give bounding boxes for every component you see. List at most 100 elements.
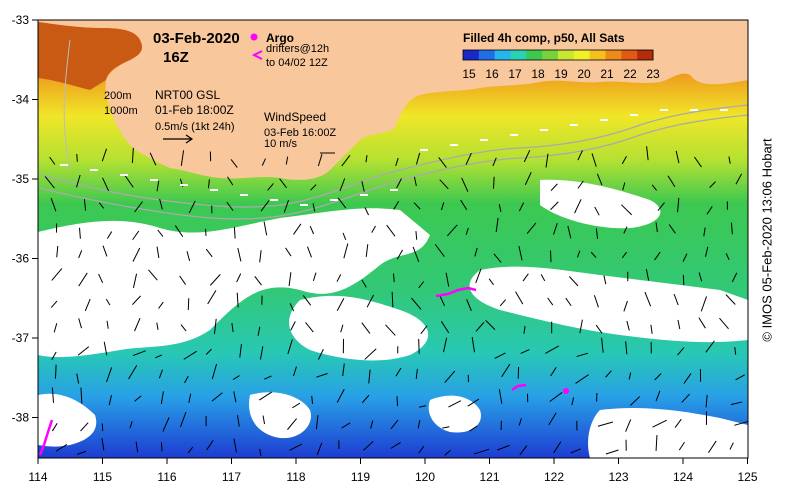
vector-arrow <box>259 346 264 360</box>
vector-arrow <box>233 391 237 403</box>
vector-arrow <box>418 281 425 289</box>
lon-tick-label: 118 <box>286 470 305 484</box>
vector-arrow <box>655 222 658 233</box>
vector-arrow <box>439 295 446 307</box>
vector-arrow <box>682 253 688 262</box>
vector-arrow <box>673 293 679 306</box>
vector-arrow <box>364 348 377 360</box>
vector-arrow <box>444 370 456 383</box>
colorbar-swatch <box>621 50 638 60</box>
current-legend-date: 01-Feb 18:00Z <box>155 103 234 117</box>
vector-arrow <box>207 290 217 305</box>
vector-arrow <box>180 411 187 427</box>
current-legend-scale: 0.5m/s (1kt 24h) <box>155 121 234 133</box>
argo-legend-icon <box>250 33 258 41</box>
vector-arrow <box>553 223 558 235</box>
vector-arrow <box>132 247 141 262</box>
colorbar-swatch <box>605 50 622 60</box>
lon-tick-label: 125 <box>737 470 757 484</box>
vector-arrow <box>365 244 369 257</box>
vector-arrow <box>645 269 650 281</box>
vector-arrow <box>393 200 400 210</box>
vector-arrow <box>485 320 496 330</box>
vector-arrow <box>312 203 316 212</box>
lat-tick-label: -38 <box>12 411 30 425</box>
vector-arrow <box>106 320 109 329</box>
plot-frame <box>37 19 749 459</box>
vector-arrow <box>474 247 478 257</box>
vector-arrow <box>565 297 572 307</box>
vector-arrow <box>655 390 661 402</box>
vector-arrow <box>336 388 345 403</box>
vector-arrow <box>465 152 472 165</box>
vector-arrow <box>316 442 323 456</box>
vector-arrow <box>183 350 197 360</box>
vector-arrow <box>442 426 450 429</box>
vector-arrow <box>706 206 713 215</box>
vector-arrow <box>571 397 575 406</box>
argo-float-marker <box>563 388 569 394</box>
lat-tick-label: -33 <box>12 13 30 27</box>
vector-arrow <box>84 298 91 312</box>
vector-arrow <box>668 224 676 234</box>
vector-arrow <box>134 395 142 402</box>
vector-arrow <box>337 197 347 209</box>
vector-arrow <box>590 251 597 258</box>
lon-tick-label: 117 <box>222 470 241 484</box>
vector-arrow <box>370 420 374 429</box>
vector-arrow <box>391 291 394 308</box>
vector-arrow <box>654 251 661 261</box>
lon-tick-label: 124 <box>673 470 693 484</box>
vector-arrow <box>233 438 237 453</box>
wind-legend-scale: 10 m/s <box>264 138 298 150</box>
colorbar-tick-label: 18 <box>531 67 545 81</box>
vector-arrow <box>655 435 658 451</box>
vector-arrow <box>498 389 503 404</box>
vector-arrow <box>132 350 146 357</box>
current-vectors <box>44 109 748 457</box>
vector-arrow <box>205 348 212 355</box>
vector-arrow <box>180 150 185 166</box>
vector-arrow <box>129 421 133 429</box>
vector-arrow <box>132 230 140 241</box>
vector-arrow <box>396 178 402 189</box>
lat-tick-label: -37 <box>12 331 30 345</box>
vector-arrow <box>524 171 532 186</box>
vector-arrow <box>730 222 733 235</box>
vector-arrow <box>132 295 141 305</box>
vector-arrow <box>415 231 418 240</box>
vector-arrow <box>570 448 581 454</box>
vector-arrow <box>283 199 290 213</box>
vector-arrow <box>595 324 603 334</box>
vector-arrow <box>184 375 189 384</box>
vector-arrow <box>651 184 657 191</box>
vector-arrow <box>134 201 143 213</box>
vector-arrow <box>364 207 370 216</box>
vector-arrow <box>336 274 342 282</box>
vector-arrow <box>448 400 462 408</box>
vector-arrow <box>211 392 223 402</box>
vector-arrow <box>595 228 599 239</box>
vector-arrow <box>553 441 562 454</box>
vector-arrow <box>469 425 478 432</box>
vector-arrow <box>361 322 371 334</box>
vector-arrow <box>341 154 351 167</box>
colorbar-tick-label: 21 <box>600 67 614 81</box>
vector-arrow <box>621 155 627 165</box>
cloud-mask <box>38 179 748 458</box>
vector-arrow <box>51 268 63 281</box>
colorbar-ticks: 15 16 17 18 19 20 21 22 23 <box>462 67 660 81</box>
vector-arrow <box>307 246 312 258</box>
vector-arrow <box>705 340 715 353</box>
vector-arrow <box>625 419 632 432</box>
vector-arrow <box>434 243 445 257</box>
drifter-tracks <box>38 286 527 456</box>
vector-arrow <box>371 225 376 233</box>
colorbar-frame <box>462 49 654 61</box>
vector-arrow <box>316 373 328 378</box>
vector-arrow <box>446 224 458 237</box>
vector-arrow <box>418 338 420 354</box>
vector-arrow <box>160 442 163 452</box>
vector-arrow <box>368 369 371 384</box>
vector-arrow <box>540 274 546 282</box>
